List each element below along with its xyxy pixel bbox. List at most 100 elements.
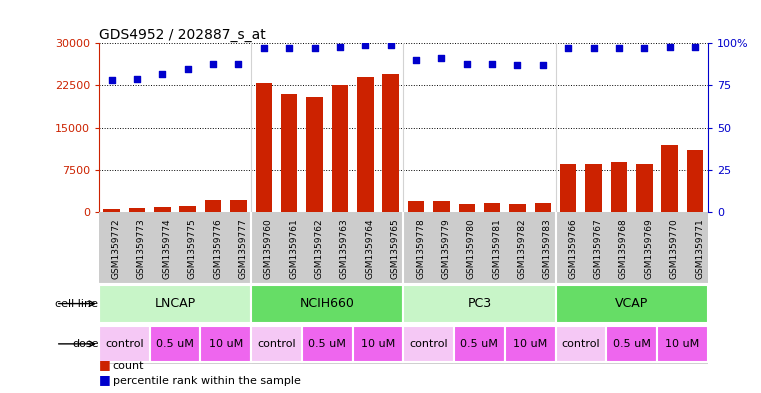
Text: GSM1359764: GSM1359764 [365,218,374,279]
Bar [200,326,251,362]
Point [460,61,473,67]
Text: 10 uM: 10 uM [513,339,547,349]
Bar [150,326,200,362]
Text: GSM1359776: GSM1359776 [213,218,222,279]
Text: control: control [257,339,296,349]
Text: GSM1359779: GSM1359779 [441,218,451,279]
Point [182,65,194,72]
Bar [382,74,399,212]
Point [562,45,575,51]
Text: VCAP: VCAP [615,297,648,310]
Point [384,42,396,48]
Text: LNCAP: LNCAP [154,297,196,310]
Bar [610,162,627,212]
Bar [205,200,221,212]
Bar [302,326,352,362]
Point [232,61,244,67]
Point [613,45,625,51]
Bar [687,150,703,212]
Point [435,55,447,62]
Bar [607,326,657,362]
Text: dose: dose [72,339,98,349]
Point [689,44,701,50]
Bar [103,209,120,212]
Bar [352,326,403,362]
Point [359,42,371,48]
Bar [585,164,602,212]
Point [258,45,270,51]
Text: ■: ■ [99,358,110,371]
Bar [433,201,450,212]
Text: GSM1359772: GSM1359772 [112,218,120,279]
Bar [332,86,349,212]
Text: 0.5 uM: 0.5 uM [156,339,194,349]
Text: control: control [562,339,600,349]
Bar [281,94,298,212]
Point [106,77,118,84]
Text: GSM1359760: GSM1359760 [264,218,272,279]
Text: GSM1359778: GSM1359778 [416,218,425,279]
Bar [556,285,708,323]
Text: ■: ■ [99,373,110,386]
Bar [454,326,505,362]
Text: GSM1359767: GSM1359767 [594,218,603,279]
Point [207,61,219,67]
Text: 10 uM: 10 uM [665,339,699,349]
Text: GSM1359771: GSM1359771 [695,218,704,279]
Bar [560,164,577,212]
Point [410,57,422,63]
Bar [458,204,475,212]
Text: GSM1359777: GSM1359777 [238,218,247,279]
Point [537,62,549,68]
Point [131,75,143,82]
Text: GSM1359782: GSM1359782 [517,218,527,279]
Text: GSM1359763: GSM1359763 [340,218,349,279]
Bar [505,326,556,362]
Bar [657,326,708,362]
Bar [534,203,551,212]
Point [486,61,498,67]
Text: GSM1359762: GSM1359762 [314,218,323,279]
Text: cell line: cell line [56,299,98,309]
Text: GSM1359765: GSM1359765 [390,218,400,279]
Text: GSM1359780: GSM1359780 [466,218,476,279]
Bar [509,204,526,212]
Text: GSM1359768: GSM1359768 [619,218,628,279]
Text: GSM1359775: GSM1359775 [188,218,196,279]
Text: GSM1359769: GSM1359769 [645,218,653,279]
Point [664,44,676,50]
Bar [636,164,653,212]
Bar [251,326,302,362]
Bar [408,201,425,212]
Text: GDS4952 / 202887_s_at: GDS4952 / 202887_s_at [99,28,266,42]
Text: GSM1359781: GSM1359781 [492,218,501,279]
Point [638,45,651,51]
Text: PC3: PC3 [467,297,492,310]
Bar [99,326,150,362]
Text: GSM1359774: GSM1359774 [162,218,171,279]
Text: GSM1359783: GSM1359783 [543,218,552,279]
Point [308,45,320,51]
Point [283,45,295,51]
Bar [357,77,374,212]
Text: 10 uM: 10 uM [209,339,243,349]
Bar [484,203,501,212]
Point [511,62,524,68]
Bar [251,285,403,323]
Bar [230,200,247,212]
Text: NCIH660: NCIH660 [300,297,355,310]
Bar [556,326,607,362]
Bar [661,145,678,212]
Bar [403,285,556,323]
Text: GSM1359770: GSM1359770 [670,218,679,279]
Bar [180,206,196,212]
Text: 0.5 uM: 0.5 uM [613,339,651,349]
Bar [403,326,454,362]
Point [334,44,346,50]
Bar [129,208,145,212]
Text: control: control [409,339,448,349]
Bar [256,83,272,212]
Text: control: control [105,339,144,349]
Text: percentile rank within the sample: percentile rank within the sample [113,376,301,386]
Bar [99,285,251,323]
